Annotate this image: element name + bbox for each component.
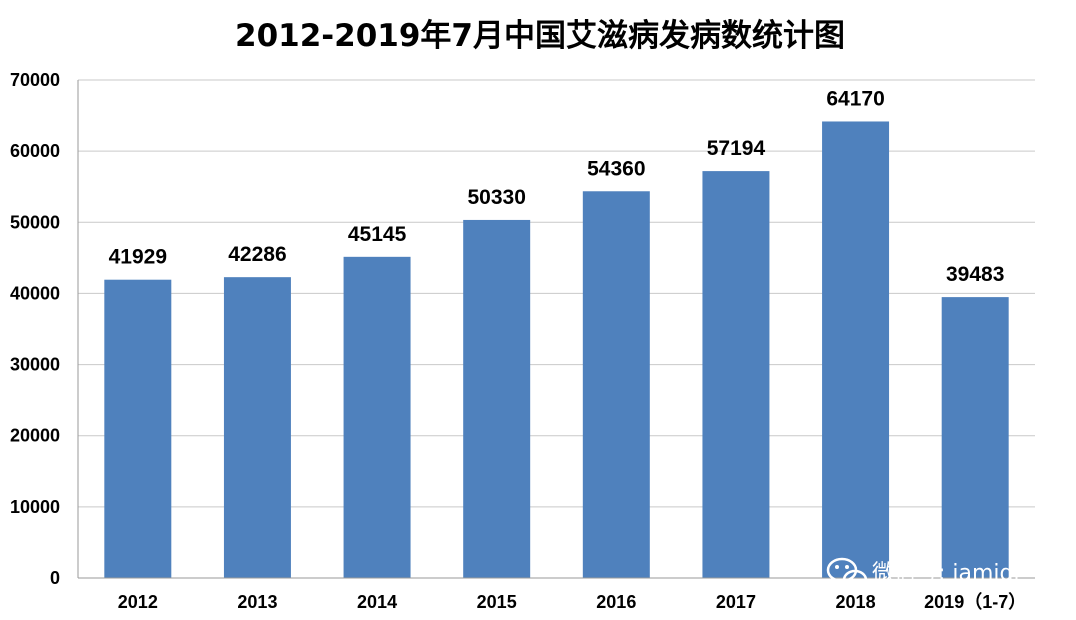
data-label: 54360 [587, 157, 645, 180]
bars [104, 121, 1009, 579]
bar-2019-1-7 [941, 297, 1009, 578]
bar-2017 [702, 171, 770, 579]
y-tick-label: 50000 [10, 212, 60, 232]
bar-2018 [822, 121, 890, 578]
bar-2016 [582, 191, 650, 578]
data-label: 42286 [228, 243, 286, 266]
y-tick-label: 0 [50, 568, 60, 588]
data-label: 50330 [467, 186, 525, 209]
data-label: 45145 [348, 223, 407, 246]
x-tick-label: 2017 [716, 592, 756, 612]
data-labels: 41929 42286 45145 50330 54360 57194 64170 39483 [109, 87, 1005, 286]
bar-2013 [223, 277, 291, 578]
y-axis-ticks: 0 10000 20000 30000 40000 50000 60000 70000 [10, 70, 60, 588]
x-tick-label: 2019（1-7） [924, 592, 1026, 612]
x-tick-label: 2014 [357, 592, 397, 612]
x-tick-label: 2012 [118, 592, 158, 612]
gridlines [78, 79, 1035, 508]
x-tick-label: 2018 [836, 592, 876, 612]
data-label: 41929 [109, 246, 167, 269]
x-axis-ticks: 2012 2013 2014 2015 2016 2017 2018 2019（1-7） [118, 592, 1026, 612]
y-tick-label: 30000 [10, 355, 60, 375]
wechat-icon [826, 557, 868, 591]
y-tick-label: 70000 [10, 70, 60, 90]
chart-title: 2012-2019年7月中国艾滋病发病数统计图 [235, 18, 845, 54]
watermark: 微信号: iamidr [826, 557, 1024, 591]
y-tick-label: 10000 [10, 497, 60, 517]
bar-2012 [104, 279, 172, 578]
data-label: 64170 [826, 87, 884, 110]
x-tick-label: 2013 [237, 592, 277, 612]
y-tick-label: 60000 [10, 141, 60, 161]
bar-2015 [463, 219, 531, 579]
watermark-text: 微信号: iamidr [872, 561, 1024, 586]
data-label: 39483 [946, 263, 1004, 286]
y-tick-label: 20000 [10, 426, 60, 446]
y-tick-label: 40000 [10, 283, 60, 303]
bar-2014 [343, 256, 411, 578]
x-tick-label: 2016 [596, 592, 636, 612]
data-label: 57194 [707, 137, 766, 160]
x-tick-label: 2015 [477, 592, 517, 612]
